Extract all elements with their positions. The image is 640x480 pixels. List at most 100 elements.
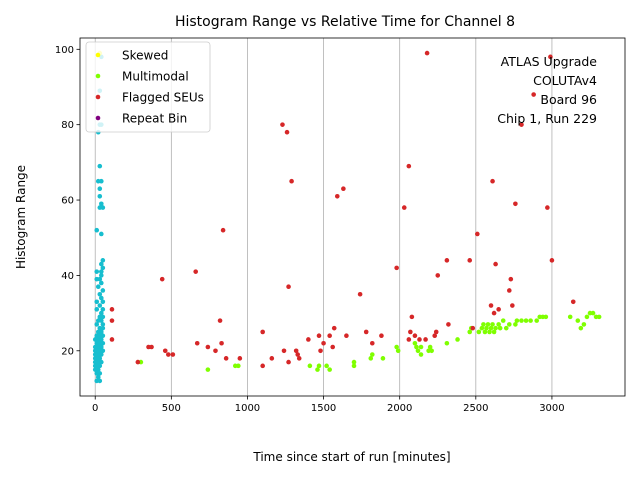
data-point	[423, 337, 428, 342]
data-point	[92, 352, 98, 357]
data-point	[100, 265, 106, 271]
data-point	[100, 288, 106, 293]
data-point	[429, 348, 434, 354]
legend-label: Multimodal	[122, 70, 189, 84]
data-point	[497, 325, 503, 331]
data-point	[194, 340, 200, 346]
data-point	[100, 333, 106, 339]
data-point	[165, 352, 171, 357]
legend-marker	[95, 94, 101, 100]
data-point	[435, 273, 441, 278]
data-point	[306, 337, 311, 342]
data-point	[491, 310, 497, 316]
data-point	[493, 261, 498, 267]
data-point	[220, 227, 226, 233]
legend-label: Repeat Bin	[122, 112, 187, 126]
data-point	[236, 363, 241, 369]
data-point	[95, 356, 101, 361]
data-point	[97, 314, 103, 320]
data-point	[219, 340, 224, 346]
data-point	[205, 344, 211, 350]
data-point	[510, 303, 515, 308]
data-point	[281, 348, 287, 354]
y-axis-label: Histogram Range	[14, 165, 28, 269]
data-point	[260, 329, 265, 335]
data-point	[549, 258, 555, 263]
data-point	[99, 329, 104, 335]
data-point	[433, 329, 439, 335]
x-tick-label: 3000	[539, 403, 564, 414]
y-tick-label: 100	[55, 45, 74, 56]
data-point	[92, 337, 98, 342]
annotation-line: Board 96	[540, 92, 597, 107]
data-point	[487, 329, 492, 335]
data-point	[503, 325, 509, 331]
data-point	[444, 340, 450, 346]
data-point	[590, 310, 596, 316]
chart-title: Histogram Range vs Relative Time for Cha…	[175, 14, 515, 30]
data-point	[293, 348, 299, 354]
data-point	[100, 340, 106, 346]
data-point	[94, 307, 100, 312]
data-point	[97, 291, 103, 297]
data-point	[327, 333, 332, 339]
data-point	[99, 201, 104, 207]
data-point	[213, 348, 218, 354]
data-point	[427, 344, 433, 350]
annotation-line: COLUTAv4	[533, 73, 597, 88]
data-point	[162, 348, 168, 354]
data-point	[159, 276, 165, 282]
data-point	[100, 348, 106, 354]
data-point	[95, 284, 101, 290]
data-point	[567, 314, 573, 320]
data-point	[444, 258, 450, 263]
data-point	[286, 359, 291, 365]
data-point	[500, 318, 506, 323]
data-point	[490, 178, 495, 184]
data-point	[97, 276, 103, 282]
data-point	[507, 322, 512, 327]
data-point	[99, 318, 104, 323]
data-point	[414, 344, 419, 350]
data-point	[269, 356, 275, 361]
data-point	[513, 201, 518, 207]
data-point	[286, 284, 291, 290]
data-point	[99, 344, 104, 350]
data-point	[223, 356, 229, 361]
data-point	[409, 314, 415, 320]
data-point	[99, 269, 104, 274]
data-point	[508, 276, 514, 282]
data-point	[467, 258, 473, 263]
data-point	[97, 186, 103, 192]
data-point	[100, 322, 106, 327]
data-point	[479, 325, 485, 331]
data-point	[95, 363, 101, 369]
data-point	[315, 367, 320, 372]
data-point	[296, 356, 302, 361]
data-point	[523, 318, 529, 323]
data-point	[432, 333, 438, 339]
data-point	[357, 291, 363, 297]
data-point	[484, 325, 489, 331]
data-point	[481, 322, 486, 327]
data-point	[99, 310, 104, 316]
data-point	[97, 163, 103, 169]
x-tick-label: 2000	[387, 403, 412, 414]
data-point	[467, 329, 473, 335]
data-point	[369, 340, 375, 346]
y-axis-ticks: 20 40 60 80 100	[55, 45, 80, 357]
data-point	[496, 322, 501, 327]
data-point	[100, 258, 106, 263]
data-point	[92, 359, 98, 365]
data-point	[412, 340, 418, 346]
legend: Skewed Multimodal Flagged SEUs Repeat Bin	[85, 41, 211, 133]
data-point	[455, 337, 460, 342]
data-point	[344, 333, 349, 339]
data-point	[316, 333, 322, 339]
data-point	[100, 205, 106, 210]
data-point	[100, 325, 106, 331]
data-point	[334, 193, 340, 199]
data-point	[324, 363, 329, 369]
data-point	[534, 318, 540, 323]
